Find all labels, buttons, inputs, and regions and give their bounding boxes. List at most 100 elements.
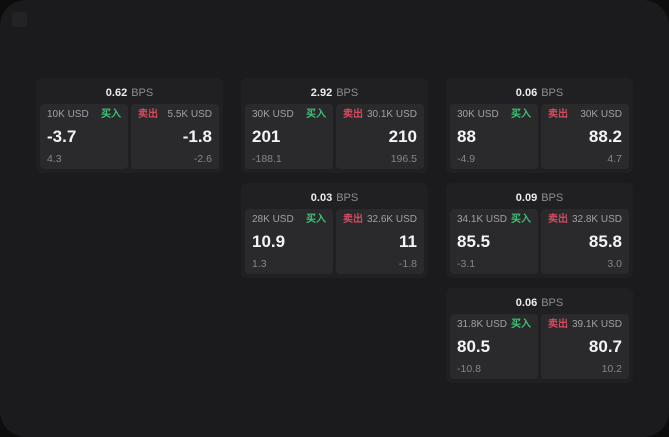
cards-grid: 0.62 BPS 10K USD 买入 -3.7 4.3 卖出 5.5K USD… xyxy=(36,78,633,383)
buy-panel[interactable]: 30K USD 买入 88 -4.9 xyxy=(450,104,538,169)
bps-header: 0.09 BPS xyxy=(450,187,629,209)
sell-tag: 卖出 xyxy=(548,319,568,330)
buy-value: -3.7 xyxy=(47,127,77,147)
bps-header: 2.92 BPS xyxy=(245,82,424,104)
bps-value: 0.06 xyxy=(515,86,538,99)
buy-panel-header: 28K USD 买入 xyxy=(252,215,326,225)
buy-panel-header: 30K USD 买入 xyxy=(457,110,531,120)
quote-panels: 30K USD 买入 201 -188.1 卖出 30.1K USD 210 1… xyxy=(245,104,424,169)
buy-panel-header: 31.8K USD 买入 xyxy=(457,320,531,330)
bps-value: 0.09 xyxy=(515,191,538,204)
sell-amount: 5.5K USD xyxy=(167,109,212,120)
buy-change: 1.3 xyxy=(252,257,267,270)
sell-change: -1.8 xyxy=(398,257,417,270)
bps-header: 0.03 BPS xyxy=(245,187,424,209)
buy-panel[interactable]: 10K USD 买入 -3.7 4.3 xyxy=(40,104,128,169)
buy-panel-header: 30K USD 买入 xyxy=(252,110,326,120)
sell-value: 80.7 xyxy=(588,337,622,357)
sell-amount: 39.1K USD xyxy=(571,319,622,330)
sell-value: -1.8 xyxy=(182,127,212,147)
bps-unit-label: BPS xyxy=(336,191,359,204)
app-icon xyxy=(12,12,27,27)
buy-value: 80.5 xyxy=(457,337,491,357)
sell-panel-header: 卖出 5.5K USD xyxy=(138,110,212,120)
sell-panel-header: 卖出 30.1K USD xyxy=(343,110,417,120)
sell-change: 3.0 xyxy=(607,257,622,270)
buy-amount: 30K USD xyxy=(457,109,499,120)
sell-change: 196.5 xyxy=(390,152,417,165)
bps-value: 2.92 xyxy=(310,86,333,99)
sell-panel-header: 卖出 39.1K USD xyxy=(548,320,622,330)
quote-panels: 10K USD 买入 -3.7 4.3 卖出 5.5K USD -1.8 -2.… xyxy=(40,104,219,169)
sell-change: 10.2 xyxy=(601,362,622,375)
buy-tag: 买入 xyxy=(306,214,326,225)
bps-value: 0.03 xyxy=(310,191,333,204)
sell-value: 85.8 xyxy=(588,232,622,252)
sell-panel[interactable]: 卖出 32.6K USD 11 -1.8 xyxy=(336,209,424,274)
buy-value: 10.9 xyxy=(252,232,286,252)
bps-unit-label: BPS xyxy=(541,86,564,99)
sell-amount: 32.8K USD xyxy=(571,214,622,225)
buy-panel[interactable]: 28K USD 买入 10.9 1.3 xyxy=(245,209,333,274)
sell-panel[interactable]: 卖出 32.8K USD 85.8 3.0 xyxy=(541,209,629,274)
sell-panel-header: 卖出 32.6K USD xyxy=(343,215,417,225)
bps-value: 0.62 xyxy=(105,86,128,99)
sell-tag: 卖出 xyxy=(343,109,363,120)
quote-panels: 31.8K USD 买入 80.5 -10.8 卖出 39.1K USD 80.… xyxy=(450,314,629,379)
buy-panel[interactable]: 31.8K USD 买入 80.5 -10.8 xyxy=(450,314,538,379)
sell-amount: 32.6K USD xyxy=(366,214,417,225)
sell-tag: 卖出 xyxy=(548,109,568,120)
sell-tag: 卖出 xyxy=(343,214,363,225)
buy-change: -4.9 xyxy=(457,152,476,165)
buy-panel-header: 34.1K USD 买入 xyxy=(457,215,531,225)
buy-value: 88 xyxy=(457,127,476,147)
quote-card: 0.09 BPS 34.1K USD 买入 85.5 -3.1 卖出 32.8K… xyxy=(446,183,633,278)
sell-panel-header: 卖出 32.8K USD xyxy=(548,215,622,225)
buy-panel-header: 10K USD 买入 xyxy=(47,110,121,120)
buy-amount: 34.1K USD xyxy=(457,214,508,225)
sell-change: 4.7 xyxy=(607,152,622,165)
bps-unit-label: BPS xyxy=(541,296,564,309)
buy-value: 85.5 xyxy=(457,232,491,252)
quote-card: 0.06 BPS 31.8K USD 买入 80.5 -10.8 卖出 39.1… xyxy=(446,288,633,383)
buy-tag: 买入 xyxy=(511,109,531,120)
buy-tag: 买入 xyxy=(306,109,326,120)
sell-panel-header: 卖出 30K USD xyxy=(548,110,622,120)
buy-change: 4.3 xyxy=(47,152,62,165)
bps-unit-label: BPS xyxy=(541,191,564,204)
sell-panel[interactable]: 卖出 30.1K USD 210 196.5 xyxy=(336,104,424,169)
sell-value: 88.2 xyxy=(588,127,622,147)
buy-tag: 买入 xyxy=(511,319,531,330)
sell-panel[interactable]: 卖出 30K USD 88.2 4.7 xyxy=(541,104,629,169)
bps-unit-label: BPS xyxy=(336,86,359,99)
quote-panels: 28K USD 买入 10.9 1.3 卖出 32.6K USD 11 -1.8 xyxy=(245,209,424,274)
quote-card: 2.92 BPS 30K USD 买入 201 -188.1 卖出 30.1K … xyxy=(241,78,428,173)
sell-amount: 30.1K USD xyxy=(366,109,417,120)
bps-header: 0.62 BPS xyxy=(40,82,219,104)
sell-tag: 卖出 xyxy=(138,109,158,120)
quote-panels: 30K USD 买入 88 -4.9 卖出 30K USD 88.2 4.7 xyxy=(450,104,629,169)
bps-header: 0.06 BPS xyxy=(450,82,629,104)
buy-tag: 买入 xyxy=(511,214,531,225)
buy-amount: 31.8K USD xyxy=(457,319,508,330)
buy-panel[interactable]: 34.1K USD 买入 85.5 -3.1 xyxy=(450,209,538,274)
quote-panels: 34.1K USD 买入 85.5 -3.1 卖出 32.8K USD 85.8… xyxy=(450,209,629,274)
sell-tag: 卖出 xyxy=(548,214,568,225)
buy-amount: 10K USD xyxy=(47,109,89,120)
buy-value: 201 xyxy=(252,127,281,147)
buy-amount: 30K USD xyxy=(252,109,294,120)
buy-change: -10.8 xyxy=(457,362,481,375)
buy-amount: 28K USD xyxy=(252,214,294,225)
sell-value: 11 xyxy=(399,232,417,252)
sell-panel[interactable]: 卖出 5.5K USD -1.8 -2.6 xyxy=(131,104,219,169)
sell-panel[interactable]: 卖出 39.1K USD 80.7 10.2 xyxy=(541,314,629,379)
quote-card: 0.06 BPS 30K USD 买入 88 -4.9 卖出 30K USD 8… xyxy=(446,78,633,173)
bps-header: 0.06 BPS xyxy=(450,292,629,314)
buy-tag: 买入 xyxy=(101,109,121,120)
buy-panel[interactable]: 30K USD 买入 201 -188.1 xyxy=(245,104,333,169)
sell-amount: 30K USD xyxy=(580,109,622,120)
sell-change: -2.6 xyxy=(193,152,212,165)
buy-change: -3.1 xyxy=(457,257,476,270)
quote-card: 0.62 BPS 10K USD 买入 -3.7 4.3 卖出 5.5K USD… xyxy=(36,78,223,173)
